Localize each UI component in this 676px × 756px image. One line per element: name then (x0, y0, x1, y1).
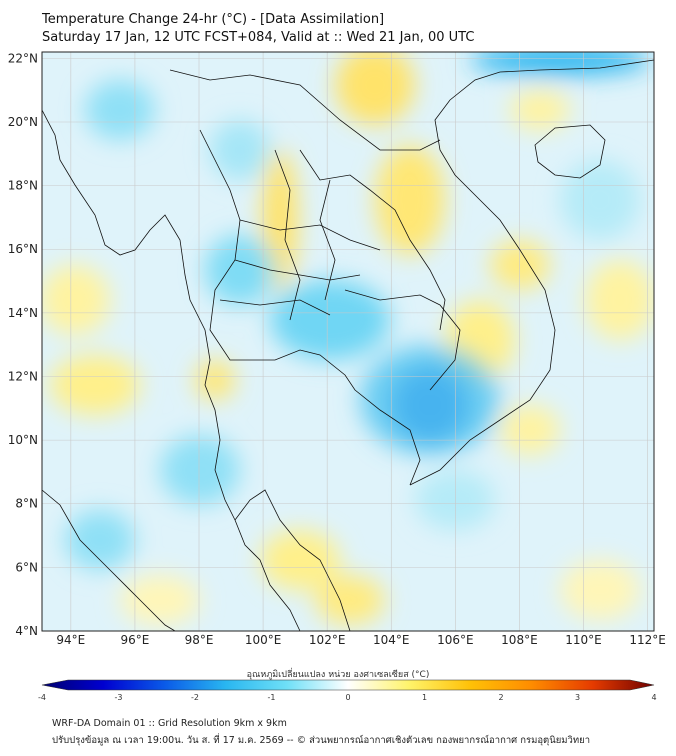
lat-tick-label: 6°N (15, 560, 38, 574)
field-cool-1 (270, 280, 390, 360)
footer-update-info: ปรับปรุงข้อมูล ณ เวลา 19:00น. วัน ส. ที่… (52, 735, 591, 746)
border-province-4 (274, 149, 301, 321)
colorbar-bar (41, 679, 655, 691)
lon-tick-label: 96°E (120, 633, 149, 647)
coastline-hainan (534, 124, 606, 179)
colorbar-tick-label: -2 (191, 693, 199, 702)
field-cold-ring (360, 345, 500, 455)
longitude-labels: 94°E 96°E 98°E 100°E 102°E 104°E 106°E 108°E 110… (56, 633, 665, 647)
field-warm-10 (510, 90, 570, 130)
lon-tick-label: 108°E (501, 633, 538, 647)
colorbar-tick-label: 3 (575, 693, 580, 702)
border-china (169, 69, 441, 151)
coastline-sumatra (42, 489, 176, 631)
coastline-myanmar (42, 109, 236, 521)
coastline-gulf-thailand (234, 519, 301, 631)
colorbar-tick-label: 1 (422, 693, 427, 702)
field-warm-15 (560, 560, 640, 620)
field-warm-4 (490, 240, 550, 290)
lat-tick-label: 20°N (8, 115, 38, 129)
field-cool-7 (560, 160, 640, 240)
gridlines (42, 52, 654, 631)
field-warm-11 (585, 260, 654, 340)
colorbar-ticks: -4 -3 -2 -1 0 1 2 3 4 (38, 693, 657, 702)
map-subtitle: Saturday 17 Jan, 12 UTC FCST+084, Valid … (42, 30, 475, 45)
colorbar-tick-label: -4 (38, 693, 46, 702)
temperature-change-map: 22°N 20°N 18°N 16°N 14°N 12°N 10°N 8°N 6°N 4°N 94… (8, 51, 666, 702)
lat-tick-label: 10°N (8, 433, 38, 447)
colorbar-tick-label: 0 (345, 693, 350, 702)
lat-tick-label: 22°N (8, 51, 38, 65)
map-title: Temperature Change 24-hr (°C) - [Data As… (42, 12, 385, 27)
map-borders (42, 59, 654, 631)
colorbar-tick-label: -1 (268, 693, 276, 702)
lon-tick-label: 110°E (565, 633, 602, 647)
border-cambodia (344, 289, 461, 391)
lat-tick-label: 18°N (8, 179, 38, 193)
lon-tick-label: 112°E (629, 633, 666, 647)
border-province-3 (219, 299, 331, 316)
lon-tick-label: 102°E (309, 633, 346, 647)
field-warm-9 (315, 575, 385, 625)
lat-tick-label: 12°N (8, 369, 38, 383)
colorbar-tick-label: 4 (651, 693, 656, 702)
field-cool-5 (65, 510, 135, 570)
field-cool-3 (85, 80, 155, 140)
lat-tick-label: 4°N (15, 624, 38, 638)
lat-tick-label: 14°N (8, 306, 38, 320)
field-warm-7 (42, 265, 110, 335)
field-cool-6 (470, 52, 650, 75)
lon-tick-label: 104°E (373, 633, 410, 647)
field-warm-13 (120, 575, 200, 625)
colorbar-tick-label: -3 (115, 693, 123, 702)
lon-tick-label: 100°E (245, 633, 282, 647)
border-province-5 (319, 179, 336, 301)
colorbar-tick-label: 2 (498, 693, 503, 702)
lon-tick-label: 98°E (185, 633, 214, 647)
colorbar: -4 -3 -2 -1 0 1 2 3 4 (38, 679, 657, 702)
footer-model-info: WRF-DA Domain 01 :: Grid Resolution 9km … (52, 718, 287, 729)
field-cool-8 (415, 470, 495, 530)
border-province-2 (234, 259, 361, 281)
field-warm-8 (260, 530, 340, 590)
field-warm-2 (375, 145, 445, 255)
field-cool-2 (205, 235, 275, 305)
lon-tick-label: 94°E (56, 633, 85, 647)
field-warm-1 (335, 52, 415, 125)
coastline-vietnam (409, 59, 654, 486)
coastline-thai-gulf (250, 349, 421, 486)
map-frame (41, 51, 655, 632)
lat-tick-label: 8°N (15, 497, 38, 511)
field-warm-6 (50, 355, 140, 415)
field-warm-14 (195, 360, 235, 400)
border-province-1 (239, 219, 381, 251)
temperature-field (42, 52, 654, 625)
border-laos (299, 149, 446, 331)
field-warm-12 (500, 405, 560, 455)
field-cool-9 (210, 120, 270, 180)
latitude-labels: 22°N 20°N 18°N 16°N 14°N 12°N 10°N 8°N 6°N 4°N (8, 51, 38, 638)
lat-tick-label: 16°N (8, 242, 38, 256)
field-cool-4 (160, 435, 240, 505)
colorbar-title: อุณหภูมิเปลี่ยนแปลง หน่วย องศาเซลเซียส (… (246, 670, 430, 680)
coastline-malay-east (234, 489, 351, 631)
lon-tick-label: 106°E (437, 633, 474, 647)
